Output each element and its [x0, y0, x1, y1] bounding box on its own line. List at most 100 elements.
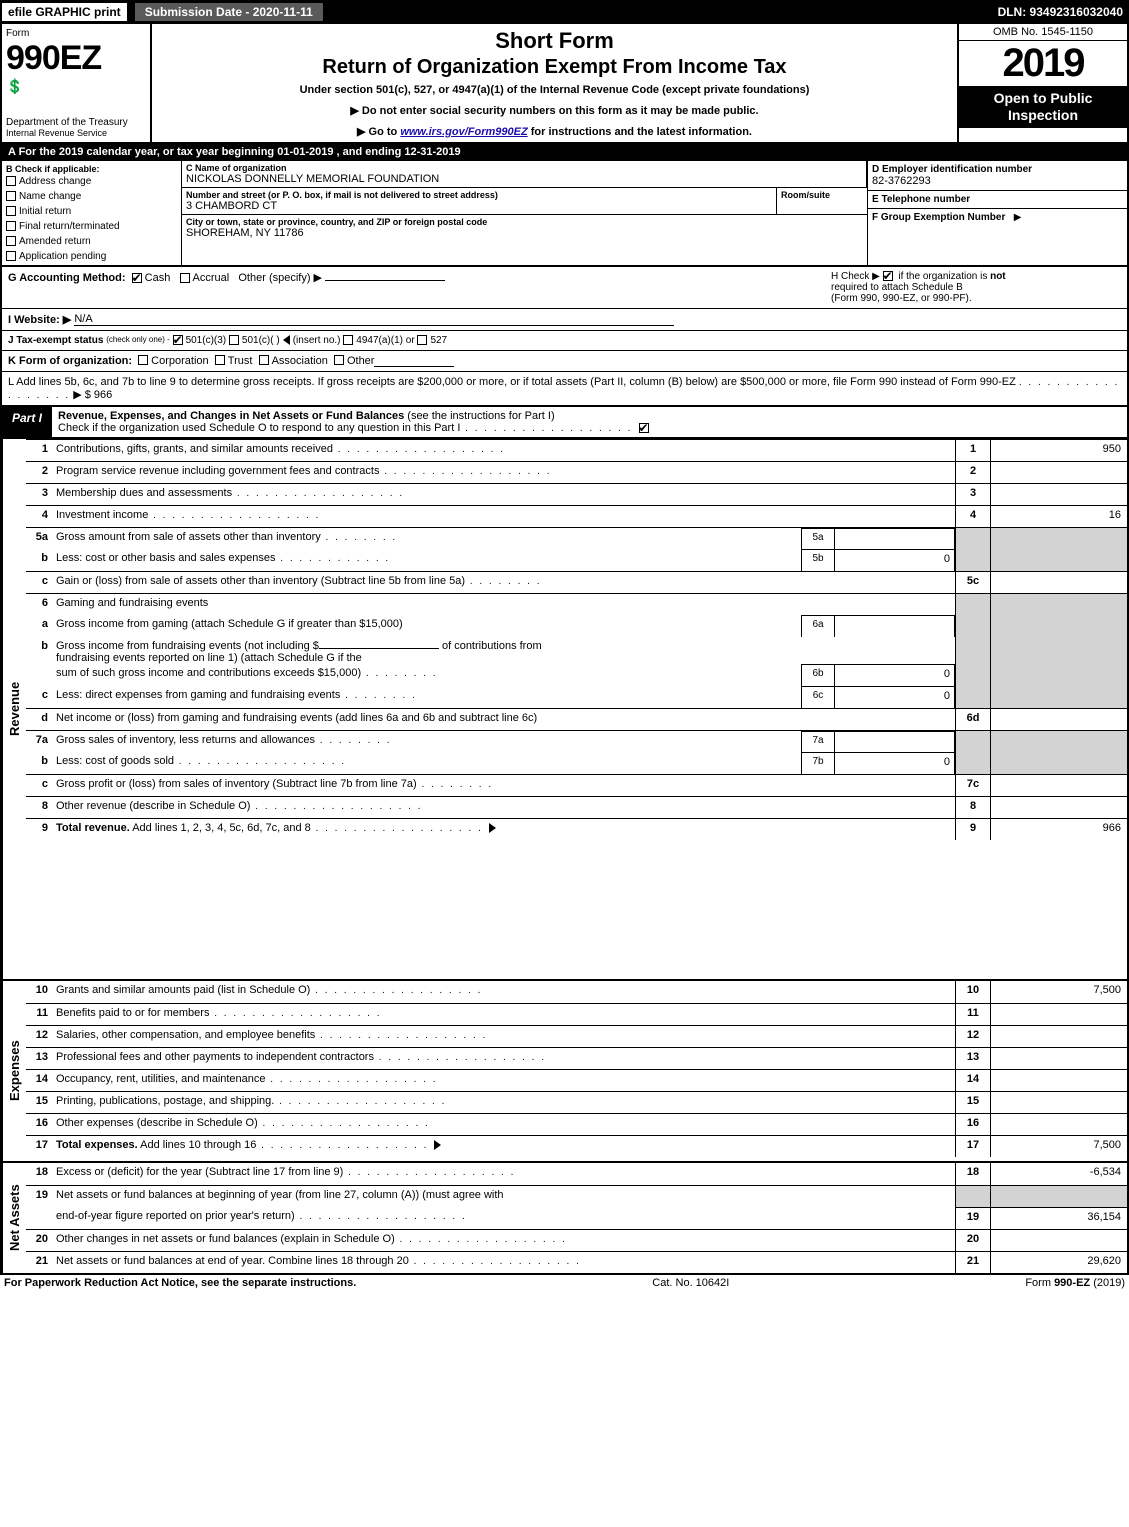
- line9-num: 9: [26, 819, 52, 840]
- line16-num: 16: [26, 1114, 52, 1135]
- h-main: if the organization is: [898, 271, 990, 282]
- line6c-num: c: [26, 686, 52, 708]
- goto-suffix: for instructions and the latest informat…: [531, 126, 752, 138]
- line5a-amt: [991, 528, 1127, 549]
- chk-final-return[interactable]: [6, 221, 16, 231]
- room-suite-label: Room/suite: [781, 190, 863, 200]
- line5a-num: 5a: [26, 528, 52, 549]
- line19-no: 19: [955, 1207, 991, 1229]
- line7b-amt: [991, 752, 1127, 774]
- j-opt3: 4947(a)(1) or: [356, 335, 414, 346]
- chk-527[interactable]: [417, 335, 427, 345]
- chk-initial-return[interactable]: [6, 206, 16, 216]
- line19-amt: 36,154: [991, 1207, 1127, 1229]
- f-arrow: ▶: [1014, 212, 1022, 223]
- chk-application-pending[interactable]: [6, 251, 16, 261]
- line7a-mid: 7a: [801, 731, 835, 752]
- b-item-1: Name change: [19, 191, 81, 202]
- side-netassets: Net Assets: [2, 1163, 26, 1273]
- line17-no: 17: [955, 1136, 991, 1157]
- period-mid: , and ending: [333, 146, 404, 158]
- chk-other[interactable]: [334, 355, 344, 365]
- j-opt2: 501(c)( ): [242, 335, 280, 346]
- b-label: B Check if applicable:: [6, 164, 177, 174]
- b-item-5: Application pending: [19, 251, 106, 262]
- goto-line: ▶ Go to www.irs.gov/Form990EZ for instru…: [156, 125, 953, 138]
- chk-address-change[interactable]: [6, 176, 16, 186]
- line6-no: [955, 594, 991, 615]
- g-label: G Accounting Method:: [8, 272, 126, 284]
- h-rest: required to attach Schedule B: [831, 282, 963, 293]
- line8-no: 8: [955, 797, 991, 818]
- line21-amt: 29,620: [991, 1252, 1127, 1273]
- chk-corp[interactable]: [138, 355, 148, 365]
- line5b-amt: [991, 549, 1127, 571]
- line6d-num: d: [26, 709, 52, 730]
- chk-501c[interactable]: [229, 335, 239, 345]
- chk-h-scheduleb[interactable]: [883, 271, 893, 281]
- efile-graphic-print[interactable]: efile GRAPHIC print: [0, 1, 129, 23]
- line11-num: 11: [26, 1004, 52, 1025]
- line6-num: 6: [26, 594, 52, 615]
- chk-4947[interactable]: [343, 335, 353, 345]
- l-amount-prefix: ▶ $: [73, 389, 94, 401]
- chk-501c3[interactable]: [173, 335, 183, 345]
- line4-no: 4: [955, 506, 991, 527]
- line6b-blank[interactable]: [319, 648, 439, 649]
- line6a-no: [955, 615, 991, 637]
- b-item-3: Final return/terminated: [19, 221, 120, 232]
- l-amount: 966: [94, 389, 112, 401]
- line14-no: 14: [955, 1070, 991, 1091]
- chk-name-change[interactable]: [6, 191, 16, 201]
- line8-amt: [991, 797, 1127, 818]
- instructions-link[interactable]: www.irs.gov/Form990EZ: [400, 126, 527, 138]
- c-addr-label: Number and street (or P. O. box, if mail…: [186, 190, 772, 200]
- period-end: 12-31-2019: [404, 146, 460, 158]
- line6c-midval: 0: [835, 686, 955, 708]
- line2-amt: [991, 462, 1127, 483]
- part1-label: Part I: [2, 407, 52, 437]
- k-other: Other: [347, 355, 375, 367]
- chk-amended-return[interactable]: [6, 236, 16, 246]
- chk-accrual[interactable]: [180, 273, 190, 283]
- b-item-0: Address change: [19, 176, 91, 187]
- k-other-input[interactable]: [374, 355, 454, 367]
- line15-no: 15: [955, 1092, 991, 1113]
- line6b-mid: 6b: [801, 664, 835, 686]
- line17-desc: Total expenses. Add lines 10 through 16: [52, 1136, 955, 1157]
- h-not: not: [990, 271, 1006, 282]
- side-expenses: Expenses: [2, 981, 26, 1161]
- line11-amt: [991, 1004, 1127, 1025]
- line17-num: 17: [26, 1136, 52, 1157]
- g-other-input[interactable]: [325, 280, 445, 281]
- line9-amt: 966: [991, 819, 1127, 840]
- line4-num: 4: [26, 506, 52, 527]
- k-corp: Corporation: [151, 355, 208, 367]
- line14-num: 14: [26, 1070, 52, 1091]
- line21-no: 21: [955, 1252, 991, 1273]
- line10-amt: 7,500: [991, 981, 1127, 1003]
- line14-amt: [991, 1070, 1127, 1091]
- chk-cash[interactable]: [132, 273, 142, 283]
- g-accrual: Accrual: [193, 272, 230, 284]
- line13-num: 13: [26, 1048, 52, 1069]
- irs-label: Internal Revenue Service: [6, 128, 146, 138]
- dln-number: DLN: 93492316032040: [998, 5, 1129, 19]
- line19-desc: Net assets or fund balances at beginning…: [52, 1186, 955, 1207]
- org-street: 3 CHAMBORD CT: [186, 200, 772, 212]
- j-row: J Tax-exempt status (check only one) - 5…: [0, 331, 1129, 351]
- chk-trust[interactable]: [215, 355, 225, 365]
- b-item-4: Amended return: [19, 236, 91, 247]
- j-opt1: 501(c)(3): [186, 335, 227, 346]
- line7b-desc: Less: cost of goods sold: [52, 752, 801, 774]
- chk-assoc[interactable]: [259, 355, 269, 365]
- line20-num: 20: [26, 1230, 52, 1251]
- line7a-no: [955, 731, 991, 752]
- footer-cat: Cat. No. 10642I: [652, 1277, 729, 1289]
- line21-num: 21: [26, 1252, 52, 1273]
- line6a-desc: Gross income from gaming (attach Schedul…: [52, 615, 801, 637]
- line6b-amt: [991, 664, 1127, 686]
- line6a-midval: [835, 615, 955, 637]
- line5a-midval: [835, 528, 955, 549]
- chk-schedule-o[interactable]: [639, 423, 649, 433]
